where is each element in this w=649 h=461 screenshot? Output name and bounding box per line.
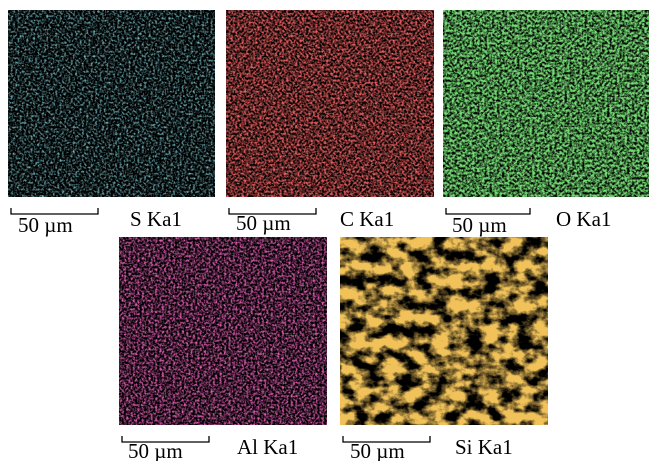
scale-bar-label: 50 µm <box>128 439 183 461</box>
figure: 50 µm S Ka1 50 µm C Ka1 50 µm O Ka1 50 µ… <box>0 0 649 461</box>
element-label: S Ka1 <box>130 207 182 231</box>
scale-bar-label: 50 µm <box>452 213 507 237</box>
scale-bar-label: 50 µm <box>18 213 73 237</box>
scale-bar-label: 50 µm <box>350 439 405 461</box>
element-label: C Ka1 <box>340 207 394 231</box>
element-label: Si Ka1 <box>455 435 513 459</box>
map-panel: 50 µm S Ka1 <box>8 10 215 237</box>
scale-bar-label: 50 µm <box>236 211 291 235</box>
map-panel: 50 µm Si Ka1 <box>340 237 548 461</box>
element-label: O Ka1 <box>556 207 611 231</box>
map-panel: 50 µm C Ka1 <box>226 10 434 235</box>
map-panel: 50 µm Al Ka1 <box>119 237 327 461</box>
map-panel: 50 µm O Ka1 <box>443 10 649 237</box>
element-label: Al Ka1 <box>237 435 298 459</box>
